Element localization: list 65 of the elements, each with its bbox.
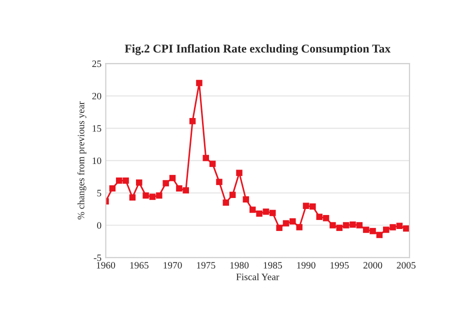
point: [302, 202, 310, 209]
x-tick-label: 1990: [297, 262, 316, 269]
point: [236, 170, 242, 176]
point: [129, 194, 136, 201]
point: [296, 224, 302, 230]
x-axis-title: Fiscal Year: [236, 273, 280, 280]
point: [109, 185, 116, 192]
point: [390, 224, 396, 230]
chart-title: Fig.2 CPI Inflation Rate excluding Consumption Tax: [124, 44, 391, 56]
point: [162, 180, 169, 186]
x-tick-label: 1975: [197, 262, 216, 269]
y-tick-label: 0: [97, 222, 102, 229]
y-tick-label: 5: [97, 190, 102, 196]
point: [350, 221, 356, 228]
point: [322, 215, 330, 222]
y-tick-label: 15: [92, 125, 102, 132]
point: [189, 118, 196, 124]
point: [122, 178, 129, 184]
point: [116, 178, 122, 184]
point: [290, 218, 296, 224]
point: [249, 206, 256, 213]
x-tick-label: 1980: [230, 262, 249, 269]
x-tick-label: 2000: [363, 262, 382, 269]
point: [156, 192, 162, 199]
y-tick-label: 10: [92, 158, 102, 164]
point: [216, 178, 222, 186]
point: [136, 179, 142, 186]
y-tick-label: -5: [94, 254, 102, 262]
point: [262, 208, 270, 215]
point: [370, 228, 376, 234]
y-tick-label: 25: [92, 60, 102, 68]
point: [316, 214, 322, 220]
point: [330, 222, 336, 228]
point: [282, 220, 290, 226]
y-tick-label: 20: [92, 92, 102, 100]
point: [270, 210, 276, 216]
point: [169, 174, 176, 182]
point: [276, 224, 282, 231]
point: [383, 226, 390, 233]
point: [182, 187, 189, 194]
point: [396, 222, 403, 230]
point: [310, 203, 316, 210]
x-tick-label: 1985: [264, 262, 282, 269]
point: [403, 225, 410, 232]
point: [242, 196, 250, 203]
point: [256, 210, 262, 217]
x-tick-label: 1970: [164, 262, 182, 269]
point: [196, 80, 202, 86]
point: [176, 185, 182, 192]
y-axis-title: % changes from previous year: [77, 102, 86, 220]
point: [342, 222, 350, 228]
point: [222, 199, 230, 206]
point: [356, 222, 363, 228]
point: [202, 154, 210, 162]
point: [229, 192, 236, 198]
point: [336, 224, 343, 231]
x-tick-label: 2005: [396, 262, 416, 269]
point: [142, 192, 149, 199]
point: [149, 194, 156, 200]
point: [376, 232, 383, 238]
x-tick-label: 1995: [330, 262, 349, 269]
x-tick-label: 1965: [130, 262, 148, 269]
point: [362, 226, 370, 233]
point: [209, 160, 216, 167]
x-tick-label: 1960: [96, 262, 116, 269]
